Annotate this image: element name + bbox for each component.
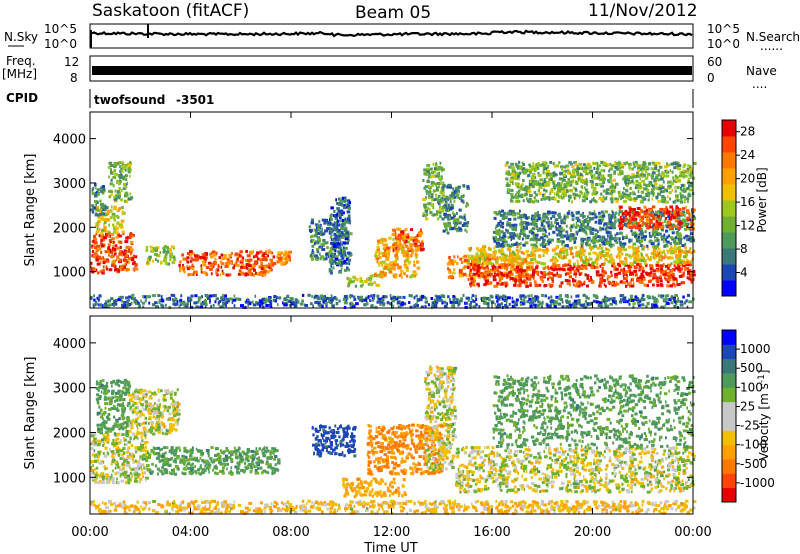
noise-right-tick-top: 10^5 (707, 22, 740, 36)
y-tick-label: 3000 (53, 382, 86, 397)
x-tick-label: 08:00 (272, 525, 309, 540)
x-tick-label: 00:00 (71, 525, 108, 540)
freq-left-tick-bottom: 8 (70, 71, 78, 85)
noise-panel: N.Sky 10^5 10^0 10^5 10^0 N.Search .....… (4, 22, 800, 53)
colorbar-tick-label: -25 (740, 419, 760, 433)
y-tick-label: 3000 (53, 177, 86, 192)
noise-right-marker: ...... (760, 39, 783, 53)
colorbar-tick-label: 4 (740, 266, 748, 280)
colorbar-tick-label: 500 (740, 361, 763, 375)
nave-label: Nave (746, 64, 777, 78)
x-tick-label: 16:00 (473, 525, 510, 540)
station-title: Saskatoon (fitACF) (92, 1, 249, 21)
y-tick-label: 4000 (53, 133, 86, 148)
colorbar-tick-label: 100 (740, 380, 763, 394)
y-tick-label: 1000 (53, 471, 86, 486)
cpid-panel: CPID twofsound -3501 (6, 89, 694, 108)
frequency-trace (92, 66, 692, 75)
cpid-program: twofsound (94, 93, 165, 107)
velocity-y-axis-label: Slant Range [km] (23, 357, 38, 470)
power-colorbar: 4 8 12 16 20 24 28 (721, 119, 755, 297)
x-tick-label: 04:00 (172, 525, 209, 540)
nave-right-tick-bottom: 0 (707, 71, 715, 85)
noise-right-tick-bottom: 10^0 (707, 37, 740, 51)
x-tick-label: 00:00 (674, 525, 711, 540)
freq-label-line2: [MHz] (2, 67, 37, 81)
velocity-panel: 1000 2000 3000 4000 Slant Range [km] 1000 50… (23, 315, 775, 515)
noise-left-tick-bottom: 10^0 (44, 37, 77, 51)
cpid-label: CPID (6, 91, 38, 105)
colorbar-tick-label: -100 (740, 438, 767, 452)
colorbar-tick-label: 1000 (740, 342, 771, 356)
colorbar-tick-label: 8 (740, 242, 748, 256)
y-tick-label: 2000 (53, 221, 86, 236)
frequency-panel: Freq. [MHz] 12 8 60 0 Nave .... (2, 54, 777, 91)
power-y-axis-label: Slant Range [km] (23, 154, 38, 267)
freq-left-tick-top: 12 (64, 55, 79, 69)
power-panel: 1000 2000 3000 4000 Slant Range [km] 4 8 12 16… (23, 111, 769, 309)
x-tick-label: 20:00 (574, 525, 611, 540)
colorbar-tick-label: 24 (740, 148, 755, 162)
colorbar-tick-label: 12 (740, 219, 755, 233)
x-tick-label: 12:00 (373, 525, 410, 540)
cpid-value: -3501 (176, 93, 214, 107)
noise-left-label: N.Sky (4, 30, 38, 44)
beam-label: Beam 05 (355, 3, 431, 23)
colorbar-tick-label: 20 (740, 172, 755, 186)
nave-right-tick-top: 60 (707, 55, 722, 69)
colorbar-tick-label: 28 (740, 125, 755, 139)
x-axis-label: Time UT (363, 541, 417, 554)
power-scatter-data (90, 160, 697, 309)
noise-trace (91, 29, 693, 38)
velocity-scatter-data (90, 365, 697, 515)
nave-marker: .... (752, 77, 767, 91)
colorbar-tick-label: -1000 (740, 476, 775, 490)
colorbar-tick-label: 16 (740, 195, 755, 209)
time-axis: 00:00 04:00 08:00 12:00 16:00 20:00 00:00 (71, 525, 711, 540)
freq-label-line1: Freq. (6, 54, 36, 68)
power-colorbar-label: Power [dB] (755, 167, 769, 232)
colorbar-tick-label: -500 (740, 457, 767, 471)
noise-left-tick-top: 10^5 (44, 22, 77, 36)
y-tick-label: 4000 (53, 337, 86, 352)
velocity-colorbar-label: Velocity [m s-1] (757, 370, 771, 461)
date-label: 11/Nov/2012 (588, 1, 698, 21)
noise-right-label: N.Search (746, 30, 800, 44)
y-tick-label: 1000 (53, 266, 86, 281)
velocity-colorbar: 1000 500 100 25 -25 -100 -500 -1000 (721, 329, 775, 503)
y-tick-label: 2000 (53, 426, 86, 441)
colorbar-tick-label: 25 (740, 399, 755, 413)
